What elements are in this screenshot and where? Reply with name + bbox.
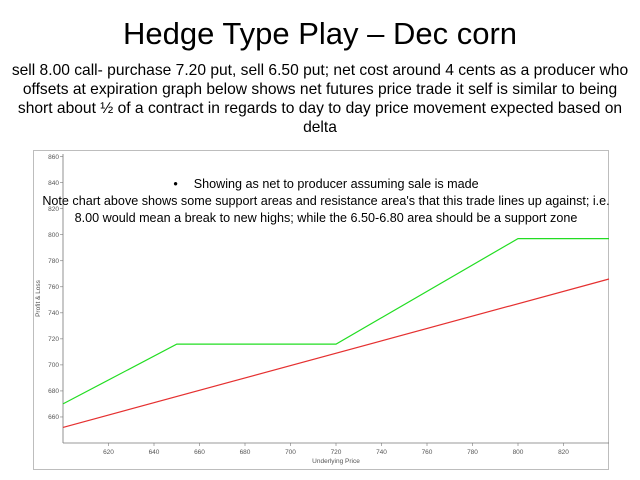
annotation-bullet-text: Showing as net to producer assuming sale… [193, 177, 479, 191]
y-tick-label: 720 [48, 336, 59, 343]
bullet-marker: • [173, 177, 178, 191]
chart-frame: 660 680 700 720 740 760 780 800 820 840 860 620 640 6… [33, 150, 610, 470]
y-tick-label: 700 [48, 362, 59, 369]
x-tick-label: 640 [149, 449, 160, 456]
x-tick-label: 820 [558, 449, 569, 456]
slide-subtitle: sell 8.00 call- purchase 7.20 put, sell … [11, 62, 629, 136]
y-tick-label: 800 [48, 232, 59, 239]
x-tick-label: 760 [422, 449, 433, 456]
slide-title: Hedge Type Play – Dec corn [122, 16, 518, 51]
x-tick-label: 740 [376, 449, 387, 456]
x-tick-label: 680 [240, 449, 251, 456]
y-tick-label: 740 [48, 310, 59, 317]
x-tick-label: 780 [467, 449, 478, 456]
y-tick-label: 680 [48, 388, 59, 395]
y-axis-label: Profit & Loss [35, 279, 42, 317]
y-tick-label: 860 [48, 154, 59, 161]
x-axis-label: Underlying Price [312, 458, 360, 465]
y-tick-label: 820 [48, 206, 59, 213]
y-tick-label: 840 [48, 180, 59, 187]
y-tick-label: 780 [48, 258, 59, 265]
chart-annotation: • Showing as net to producer assuming sal… [40, 176, 612, 227]
y-tick-label: 660 [48, 414, 59, 421]
x-tick-label: 620 [103, 449, 114, 456]
x-tick-label: 700 [285, 449, 296, 456]
annotation-bullet: • Showing as net to producer assuming sal… [40, 176, 612, 193]
series-line-2 [62, 278, 610, 428]
annotation-note: Note chart above shows some support area… [42, 194, 610, 225]
series-line-1 [62, 237, 609, 405]
y-tick-label: 760 [48, 284, 59, 291]
x-tick-label: 720 [331, 449, 342, 456]
x-tick-label: 660 [194, 449, 205, 456]
x-tick-label: 800 [513, 449, 524, 456]
payoff-chart: 660 680 700 720 740 760 780 800 820 840 860 620 640 6… [35, 154, 610, 465]
